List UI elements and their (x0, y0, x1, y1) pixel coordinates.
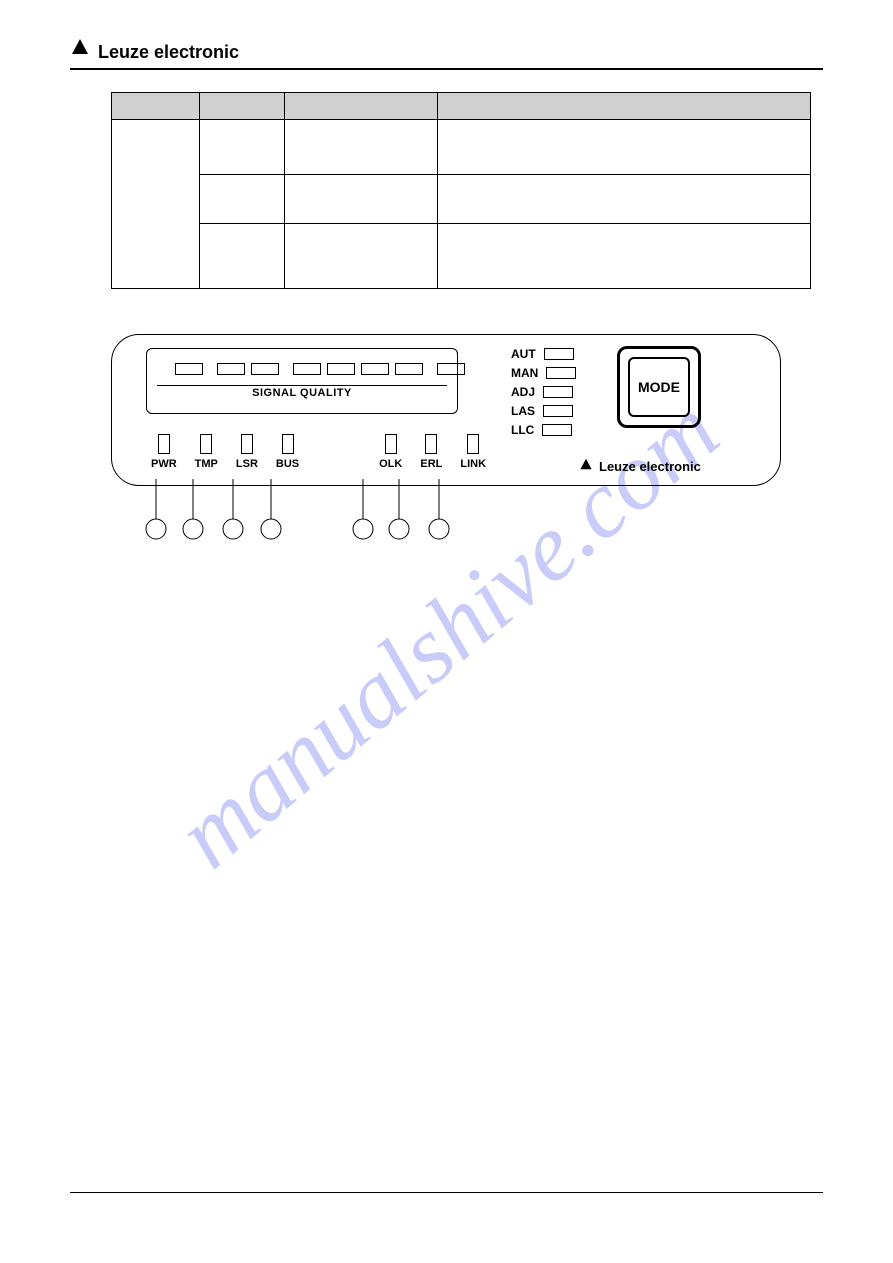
table-cell (438, 120, 811, 175)
table-cell (285, 120, 438, 175)
leuze-logo-icon (70, 38, 90, 58)
footer-rule (70, 1192, 823, 1193)
table-cell (200, 120, 285, 175)
table-cell (200, 175, 285, 224)
table-cell (438, 224, 811, 289)
table-row (112, 224, 811, 289)
device-panel-diagram: SIGNAL QUALITY PWR TMP LSR BUS OLK ERL L… (111, 334, 781, 494)
table-cell (285, 175, 438, 224)
table-head-cell (112, 93, 200, 120)
table-head-cell (438, 93, 811, 120)
table-head-cell (200, 93, 285, 120)
table-cell (285, 224, 438, 289)
table-head-row (112, 93, 811, 120)
callout-lines (111, 334, 781, 544)
table-head-cell (285, 93, 438, 120)
header-brand: Leuze electronic (98, 42, 239, 63)
spec-table (111, 92, 811, 289)
table-cell (112, 120, 200, 289)
table-cell (438, 175, 811, 224)
page-header: Leuze electronic (70, 38, 823, 70)
table-cell (200, 224, 285, 289)
table-row (112, 120, 811, 175)
page: manualshive.com Leuze electronic (0, 0, 893, 1263)
table-row (112, 175, 811, 224)
